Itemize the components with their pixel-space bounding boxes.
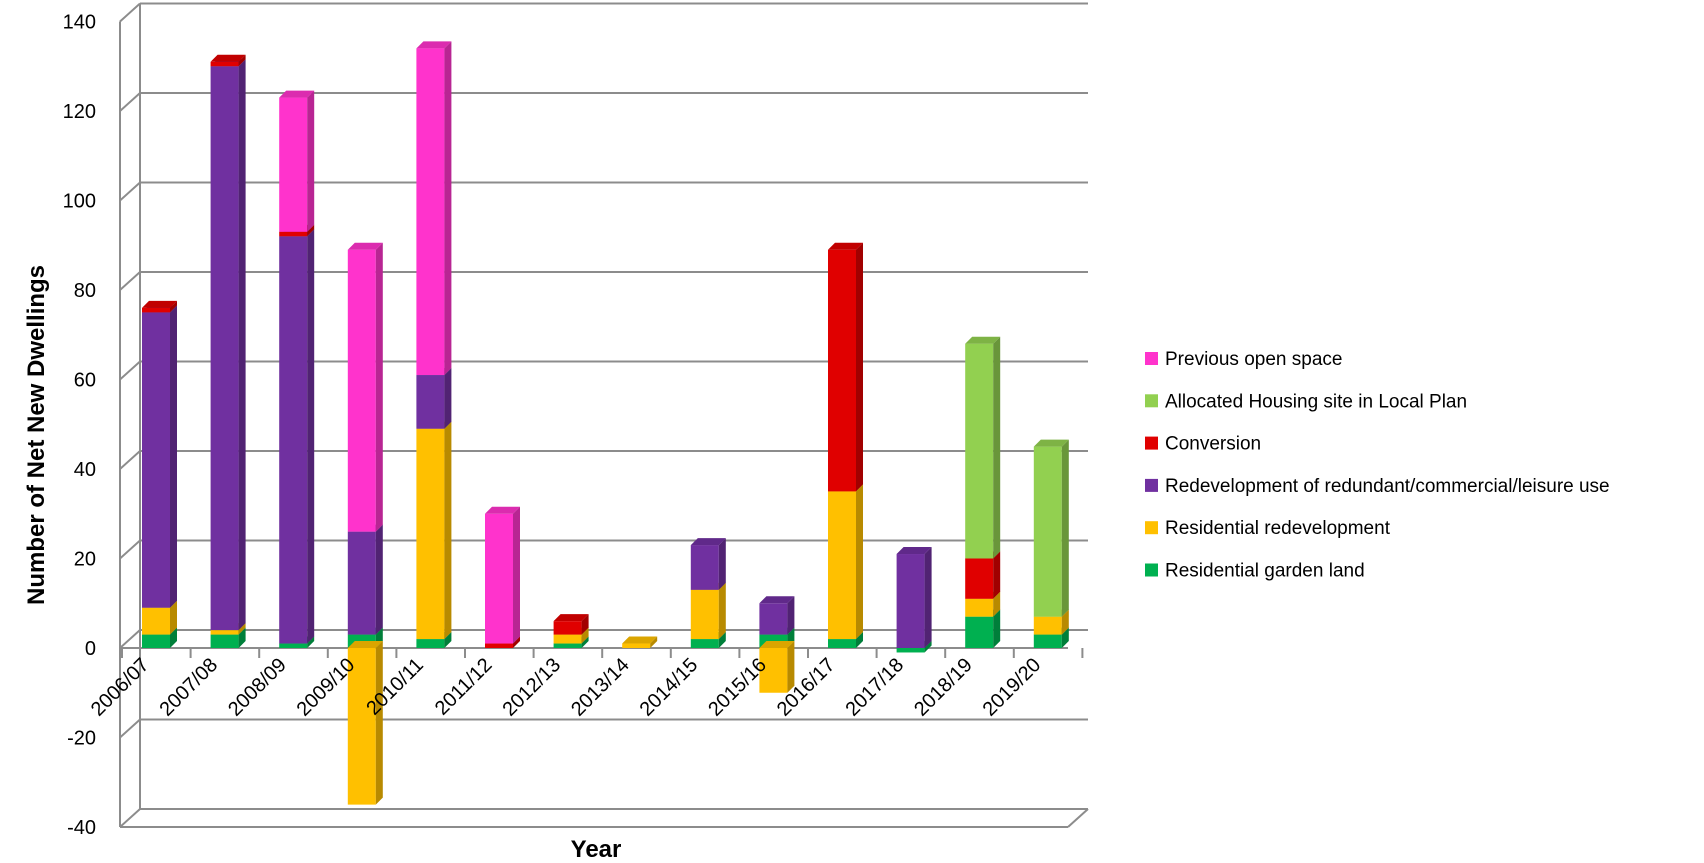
bar-segment-redevelopment-of-redundant-commercial-leisure-use (759, 596, 795, 635)
bar-stack-2008-09 (279, 90, 315, 648)
floor-side-edge (1067, 808, 1089, 828)
bar-segment-residential-redevelopment (828, 484, 863, 640)
gridline-0 (119, 629, 1088, 649)
legend-item: Residential redevelopment (1145, 518, 1391, 539)
x-tick-label: 2008/09 (224, 654, 291, 721)
y-tick-label: 0 (85, 638, 96, 660)
gridline-120 (119, 92, 1088, 112)
bar-stack-2015-16 (759, 596, 795, 693)
gridline-100 (119, 181, 1088, 202)
legend-item: Previous open space (1145, 349, 1342, 370)
bar-segment-previous-open-space (485, 506, 520, 644)
bar-segment-redevelopment-of-redundant-commercial-leisure-use (142, 305, 177, 608)
legend-swatch (1145, 394, 1158, 408)
gridline-20 (119, 539, 1088, 560)
x-tick-label: 2018/19 (910, 654, 977, 721)
bar-stack-2010-11 (416, 41, 452, 648)
legend-swatch (1145, 436, 1158, 450)
bar-segment-redevelopment-of-redundant-commercial-leisure-use (210, 59, 246, 631)
bar-segment-conversion (142, 300, 177, 313)
bar-segment-allocated-housing-site-in-local-plan (1033, 439, 1069, 617)
legend-swatch (1145, 563, 1158, 577)
bar-stack-2007-08 (210, 54, 246, 648)
bar-segment-redevelopment-of-redundant-commercial-leisure-use (347, 524, 383, 635)
bar-segment-previous-open-space (279, 90, 315, 232)
legend-item: Redevelopment of redundant/commercial/le… (1145, 476, 1610, 497)
bar-segment-allocated-housing-site-in-local-plan (965, 336, 1001, 559)
legend-label: Previous open space (1165, 349, 1342, 370)
bar-segment-previous-open-space (416, 41, 452, 376)
legend-swatch (1145, 352, 1158, 365)
bar-segment-conversion (965, 551, 1001, 599)
gridline-140 (119, 2, 1088, 23)
x-tick-label: 2014/15 (636, 654, 703, 721)
gridline-neg40 (119, 808, 1088, 828)
bar-stack-2017-18 (896, 547, 932, 653)
y-tick-label: 100 (63, 191, 96, 213)
y-tick-label: 60 (74, 370, 96, 392)
bar-stack-2019-20 (1033, 439, 1069, 648)
bar-stack-2012-13 (553, 614, 589, 648)
bar-segment-residential-redevelopment (347, 641, 383, 805)
bar-stack-2009-10 (347, 242, 383, 805)
gridline-80 (119, 271, 1088, 291)
bar-stack-2016-17 (828, 242, 863, 648)
y-tick-label: 80 (74, 280, 96, 302)
bars-layer (142, 41, 1069, 805)
gridline-60 (119, 360, 1088, 381)
legend-item: Residential garden land (1145, 561, 1365, 582)
x-axis-title: Year (571, 836, 622, 863)
legend-item: Conversion (1145, 434, 1261, 455)
y-tick-label: 40 (74, 459, 96, 481)
legend-label: Residential garden land (1165, 561, 1365, 582)
bar-stack-2018-19 (965, 336, 1001, 648)
bar-segment-residential-redevelopment (759, 641, 795, 693)
bar-segment-conversion (210, 54, 246, 67)
bar-segment-conversion (553, 614, 589, 635)
x-tick-label: 2013/14 (567, 654, 634, 721)
x-tick-label: 2012/13 (498, 654, 565, 721)
gridline-neg20 (119, 718, 1088, 739)
bar-stack-2006-07 (142, 300, 177, 648)
legend-item: Allocated Housing site in Local Plan (1145, 391, 1467, 412)
gridline-40 (119, 450, 1088, 470)
bar-segment-residential-redevelopment (622, 636, 658, 648)
axis-layer (119, 3, 1089, 828)
y-tick-label: -40 (67, 817, 96, 839)
bar-segment-residential-redevelopment (690, 582, 726, 640)
legend-swatch (1145, 478, 1158, 492)
y-tick-label: 140 (63, 12, 96, 34)
bar-segment-residential-redevelopment (416, 421, 452, 640)
bar-segment-previous-open-space (347, 242, 383, 532)
legend-label: Redevelopment of redundant/commercial/le… (1165, 476, 1610, 497)
bar-stack-2014-15 (690, 538, 726, 648)
bar-segment-redevelopment-of-redundant-commercial-leisure-use (416, 368, 452, 429)
bar-stack-2013-14 (622, 636, 658, 648)
legend-label: Residential redevelopment (1165, 518, 1391, 539)
grid-layer (119, 2, 1088, 828)
y-tick-label: -20 (67, 728, 96, 750)
legend: Previous open space Allocated Housing sit… (1145, 349, 1610, 582)
bar-segment-conversion (828, 242, 863, 492)
x-tick-label: 2011/12 (431, 654, 497, 720)
y-tick-label: 120 (63, 101, 96, 123)
legend-swatch (1145, 521, 1158, 535)
legend-label: Allocated Housing site in Local Plan (1165, 391, 1467, 412)
x-tick-label: 2007/08 (155, 654, 222, 721)
bar-segment-redevelopment-of-redundant-commercial-leisure-use (279, 229, 315, 644)
bar-segment-redevelopment-of-redundant-commercial-leisure-use (690, 538, 726, 590)
legend-label: Conversion (1165, 434, 1261, 455)
x-tick-label: 2017/18 (841, 654, 908, 721)
bar-segment-redevelopment-of-redundant-commercial-leisure-use (896, 547, 932, 648)
y-axis-title: Number of Net New Dwellings (23, 265, 50, 605)
y-tick-label: 20 (74, 549, 96, 571)
bar-stack-2011-12 (485, 506, 520, 648)
x-tick-label: 2019/20 (979, 654, 1046, 721)
